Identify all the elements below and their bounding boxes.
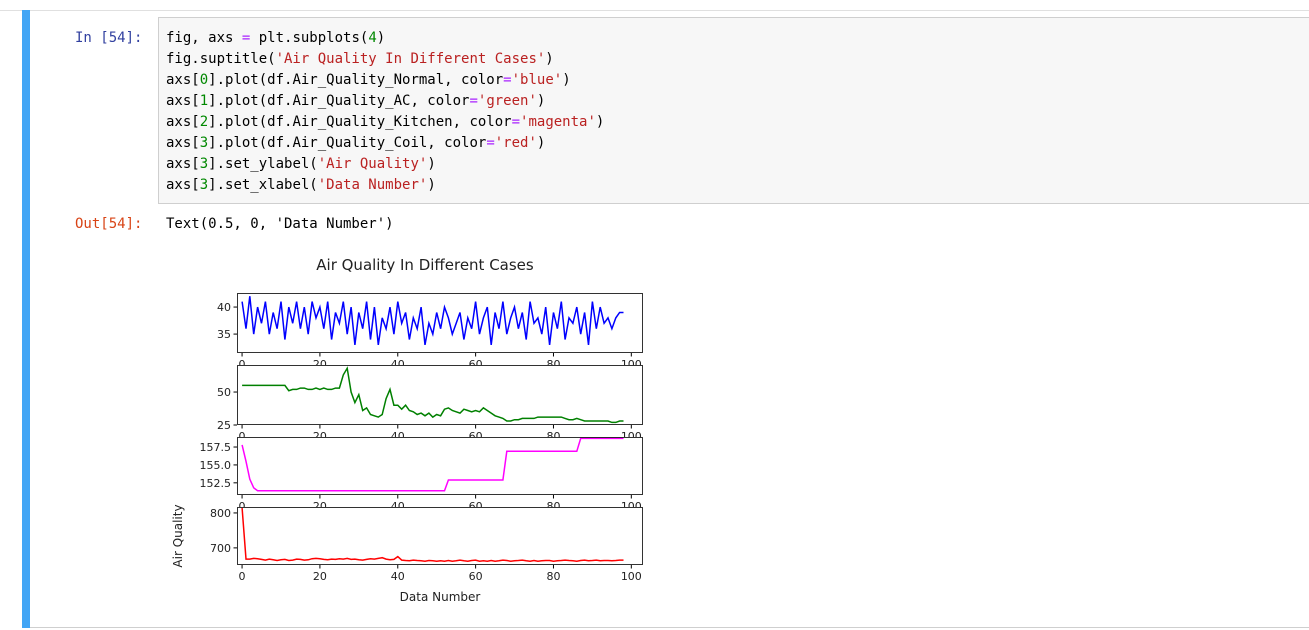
y-tick-label: 157.5 (200, 441, 232, 454)
x-axis-label: Data Number (400, 590, 481, 604)
y-tick-label: 155.0 (200, 459, 232, 472)
x-tick-label: 0 (239, 570, 246, 583)
code-line: axs[2].plot(df.Air_Quality_Kitchen, colo… (166, 114, 604, 130)
data-line (241, 296, 624, 346)
axes-frame (237, 293, 643, 353)
data-line (241, 437, 624, 492)
x-tick-label: 80 (546, 570, 560, 583)
x-tick-label: 100 (621, 570, 642, 583)
axes-background (237, 437, 643, 495)
figure-title: Air Quality In Different Cases (316, 256, 534, 274)
output-prompt: Out[54]: (75, 216, 142, 232)
y-tick-label: 25 (217, 419, 231, 432)
code-line: axs[3].plot(df.Air_Quality_Coil, color='… (166, 135, 545, 151)
code-line: axs[1].plot(df.Air_Quality_AC, color='gr… (166, 93, 545, 109)
data-line (241, 507, 624, 562)
code-input-area[interactable] (158, 17, 1309, 204)
code-line: axs[3].set_ylabel('Air Quality') (166, 156, 436, 172)
code-lines: fig, axs = plt.subplots(4) fig.suptitle('… (166, 30, 604, 193)
axes-background (237, 507, 643, 565)
code-line: axs[3].set_xlabel('Data Number') (166, 177, 436, 193)
figure: 35 40 0 20 40 60 80 100 Air Quality In Different… (171, 256, 643, 604)
y-tick-label: 50 (217, 386, 231, 399)
code-line: fig.suptitle('Air Quality In Different C… (166, 51, 554, 67)
output-text: Text(0.5, 0, 'Data Number') (166, 216, 394, 232)
code-line: axs[0].plot(df.Air_Quality_Normal, color… (166, 72, 571, 88)
x-tick-label: 20 (313, 570, 327, 583)
axes-frame (237, 507, 643, 565)
data-line (242, 366, 624, 424)
y-tick-label: 35 (217, 328, 231, 341)
x-tick-label: 40 (391, 570, 405, 583)
y-axis-label: Air Quality (171, 504, 185, 567)
cell-selection-bar (22, 10, 30, 628)
y-tick-label: 40 (217, 301, 231, 314)
code-line: fig, axs = plt.subplots(4) (166, 30, 385, 46)
x-tick-label: 0 (239, 430, 246, 443)
axes-frame (237, 437, 643, 495)
y-tick-label: 700 (210, 542, 231, 555)
y-tick-label: 800 (210, 507, 231, 520)
input-prompt: In [54]: (75, 30, 142, 46)
y-tick-label: 152.5 (200, 477, 232, 490)
axes-frame (237, 365, 643, 425)
axes-background (237, 293, 643, 353)
x-tick-label: 60 (469, 570, 483, 583)
x-tick-label: 0 (239, 500, 246, 513)
x-tick-label: 0 (239, 358, 246, 371)
